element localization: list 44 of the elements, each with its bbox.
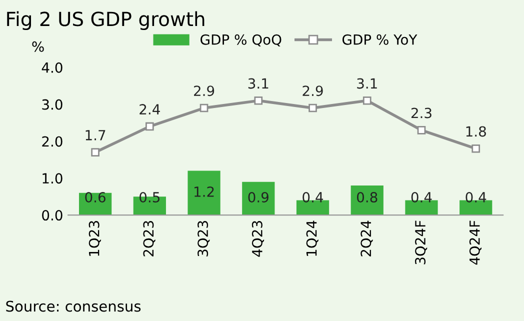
x-tick-label: 2Q24 (360, 220, 373, 256)
data-label: 0.4 (466, 192, 486, 202)
point (200, 104, 208, 112)
data-label: 2.3 (411, 108, 432, 118)
point (417, 126, 426, 134)
x-tick-label: 1Q24 (306, 220, 318, 256)
bar (242, 182, 275, 216)
legend-label: GDP % YoY (342, 34, 418, 45)
data-label: 2.9 (302, 86, 323, 96)
data-label: 0.8 (357, 192, 378, 202)
point (362, 96, 372, 105)
data-label: 3.1 (357, 78, 377, 89)
x-tick-label: 3Q23 (198, 221, 210, 256)
point (254, 96, 263, 105)
x-tick-label: 2Q23 (143, 221, 156, 256)
data-label: 1.8 (466, 126, 486, 137)
y-tick-label: 4.0 (42, 62, 62, 73)
point (308, 104, 317, 112)
point (91, 148, 100, 156)
source-note: Source: consensus (6, 300, 141, 312)
data-label: 1.2 (194, 186, 214, 197)
bar (350, 186, 384, 216)
point (472, 144, 480, 153)
y-tick-label: 0.0 (42, 210, 62, 221)
x-tick-label: 1Q23 (88, 221, 101, 256)
data-label: 2.4 (140, 104, 160, 114)
x-tick-label: 4Q23 (252, 221, 264, 257)
legend-label: GDP % QoQ (200, 34, 282, 46)
y-tick-label: 2.0 (42, 136, 62, 147)
point (146, 122, 154, 131)
x-tick-label: 3Q24F (415, 220, 428, 264)
y-tick-label: 1.0 (42, 173, 62, 184)
chart-title: Fig 2 US GDP growth (7, 11, 204, 30)
data-label: 1.7 (86, 130, 106, 140)
data-label: 0.9 (248, 192, 268, 202)
data-label: 0.4 (302, 192, 324, 202)
y-axis-title: % (32, 41, 44, 52)
data-label: 0.6 (85, 192, 106, 202)
x-tick-label: 4Q24F (469, 220, 482, 265)
y-tick-label: 3.0 (42, 99, 62, 110)
bar (188, 170, 220, 216)
data-label: 3.1 (248, 78, 268, 89)
data-label: 0.4 (411, 192, 432, 202)
data-label: 2.9 (194, 86, 214, 96)
